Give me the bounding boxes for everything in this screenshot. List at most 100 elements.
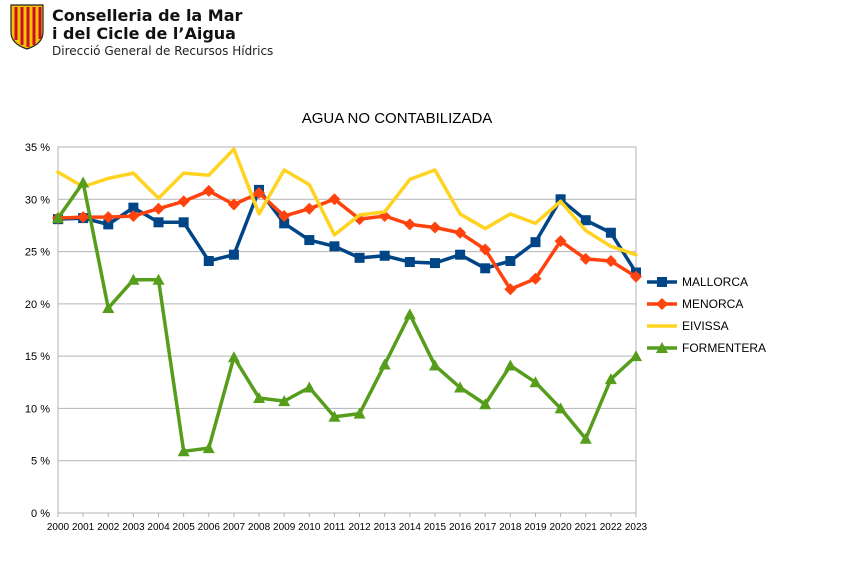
data-point-mallorca: [228, 249, 239, 260]
x-tick-label: 2013: [374, 522, 397, 533]
data-point-menorca: [152, 202, 165, 215]
data-point-mallorca: [279, 218, 290, 229]
data-point-formentera: [303, 381, 316, 393]
x-tick-label: 2019: [524, 522, 547, 533]
x-tick-label: 2010: [298, 522, 321, 533]
data-point-mallorca: [203, 255, 214, 266]
data-point-formentera: [177, 445, 190, 457]
data-point-formentera: [554, 402, 567, 414]
data-point-formentera: [102, 302, 115, 314]
data-point-mallorca: [505, 255, 516, 266]
x-tick-label: 2016: [449, 522, 472, 533]
data-point-menorca: [504, 283, 517, 296]
x-tick-label: 2012: [348, 522, 371, 533]
data-point-formentera: [428, 359, 441, 371]
x-tick-label: 2022: [600, 522, 623, 533]
data-point-formentera: [454, 381, 467, 393]
legend-item-eivissa: EIVISSA: [647, 319, 729, 333]
x-tick-label: 2011: [324, 522, 346, 533]
legend-label-menorca: MENORCA: [682, 297, 743, 311]
gridlines: [57, 146, 637, 514]
series-line-menorca: [56, 189, 638, 291]
data-point-menorca: [554, 235, 567, 248]
x-tick-label: 2001: [72, 522, 95, 533]
y-tick-label: 20 %: [25, 299, 50, 311]
data-point-formentera: [52, 212, 64, 224]
data-point-formentera: [127, 273, 140, 285]
series-formentera: [52, 176, 642, 457]
data-point-mallorca: [555, 194, 566, 205]
y-tick-label: 15 %: [25, 351, 50, 363]
x-tick-label: 2005: [173, 522, 196, 533]
legend: MALLORCA MENORCA EIVISSA FORMENTERA: [647, 275, 766, 355]
data-point-mallorca: [103, 219, 114, 230]
data-point-mallorca: [605, 227, 616, 238]
data-point-menorca: [77, 211, 90, 224]
data-point-mallorca: [304, 235, 315, 246]
data-point-mallorca: [153, 217, 164, 228]
data-point-menorca: [630, 270, 642, 283]
data-point-menorca: [303, 202, 316, 215]
x-tick-label: 2023: [625, 522, 648, 533]
data-point-formentera: [529, 376, 542, 388]
data-point-menorca: [403, 218, 416, 231]
x-tick-label: 2002: [97, 522, 120, 533]
data-point-menorca: [428, 221, 441, 234]
data-point-menorca: [202, 184, 215, 197]
data-point-menorca: [227, 198, 240, 211]
data-point-formentera: [77, 176, 90, 188]
data-point-menorca: [579, 252, 592, 265]
axes: 0 %5 %10 %15 %20 %25 %30 %35 %2000 2001 20…: [25, 142, 648, 533]
data-point-mallorca: [404, 257, 415, 268]
x-tick-label: 2004: [147, 522, 170, 533]
data-point-mallorca: [429, 258, 440, 269]
data-point-formentera: [227, 351, 240, 363]
x-tick-label: 2018: [499, 522, 522, 533]
legend-marker-mallorca: [657, 277, 667, 287]
data-point-mallorca: [480, 263, 491, 274]
legend-marker-formentera: [656, 342, 668, 353]
data-point-mallorca: [128, 202, 139, 213]
organization-name: Conselleria de la Mar i del Cicle de l’A…: [52, 7, 273, 60]
data-point-menorca: [102, 211, 115, 224]
series-line-eivissa: [56, 147, 638, 257]
data-point-mallorca: [354, 252, 365, 263]
legend-label-formentera: FORMENTERA: [682, 341, 766, 355]
chart-title: AGUA NO CONTABILIZADA: [302, 110, 493, 127]
series-menorca: [52, 184, 642, 296]
plot-area-border: [57, 146, 637, 514]
data-point-menorca: [604, 254, 617, 267]
x-tick-label: 2003: [122, 522, 145, 533]
data-point-menorca: [328, 193, 341, 206]
data-point-menorca: [529, 272, 542, 285]
data-point-formentera: [152, 273, 165, 285]
x-tick-label: 2006: [198, 522, 221, 533]
x-tick-label: 2014: [399, 522, 422, 533]
x-tick-label: 2020: [549, 522, 572, 533]
data-point-mallorca: [455, 249, 466, 260]
org-department: Direcció General de Recursos Hídrics: [52, 44, 274, 58]
data-point-menorca: [177, 195, 190, 208]
data-point-formentera: [479, 398, 492, 410]
y-tick-label: 0 %: [31, 508, 50, 520]
data-point-mallorca: [530, 237, 541, 248]
x-tick-label: 2007: [223, 522, 246, 533]
org-name-line2: i del Cicle de l’Aigua: [52, 24, 236, 43]
series-mallorca: [53, 184, 641, 278]
legend-item-menorca: MENORCA: [647, 297, 743, 311]
data-point-mallorca: [580, 215, 591, 226]
data-point-menorca: [454, 226, 467, 239]
balearic-crest-logo: [10, 4, 44, 50]
y-tick-label: 25 %: [25, 247, 50, 259]
x-tick-label: 2021: [575, 522, 598, 533]
data-point-formentera: [504, 359, 517, 371]
data-point-formentera: [378, 358, 391, 370]
data-point-menorca: [278, 210, 291, 223]
data-point-menorca: [253, 187, 266, 200]
y-tick-label: 35 %: [25, 142, 50, 154]
legend-marker-menorca: [656, 298, 668, 310]
legend-item-mallorca: MALLORCA: [647, 275, 748, 289]
org-name-line1: Conselleria de la Mar: [52, 6, 243, 25]
data-point-mallorca: [178, 217, 189, 228]
data-point-mallorca: [379, 250, 390, 261]
